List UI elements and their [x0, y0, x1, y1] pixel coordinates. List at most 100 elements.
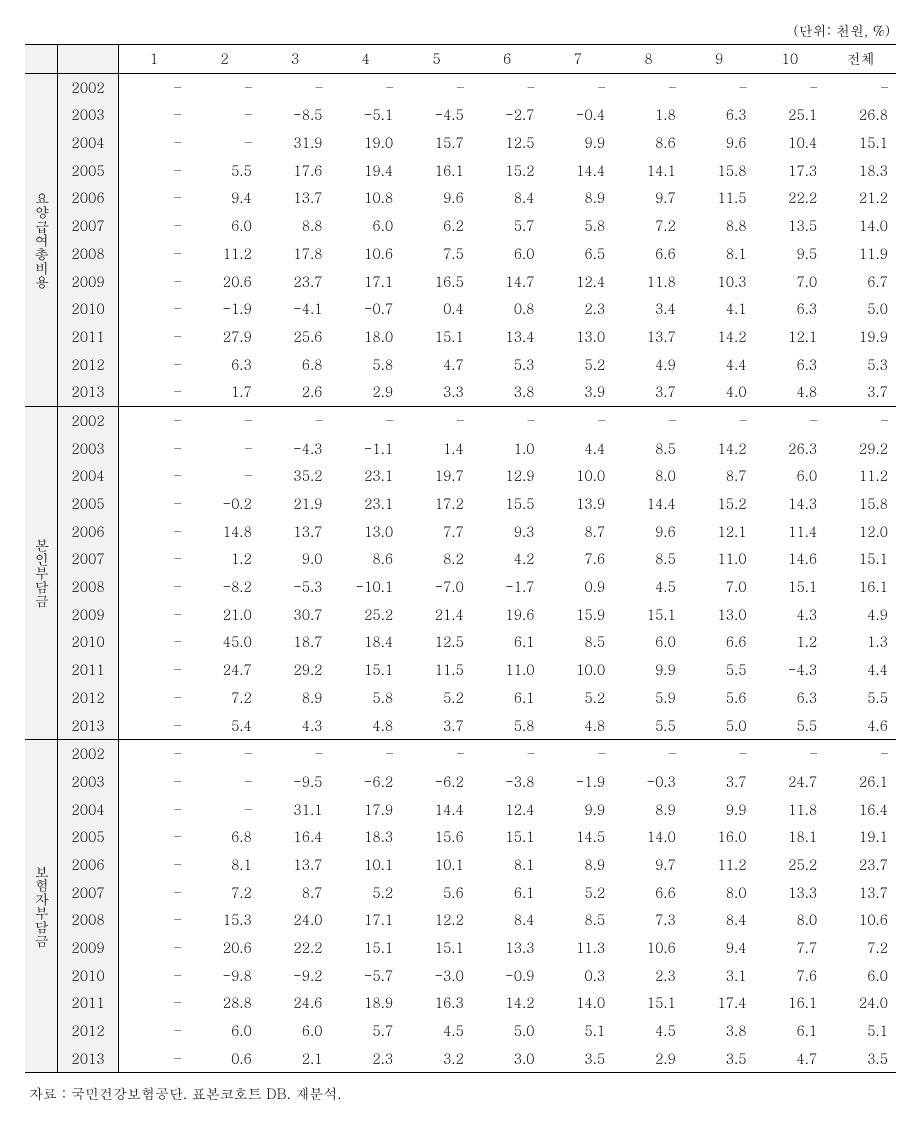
data-cell: 21.9	[260, 490, 331, 518]
data-cell: 7.7	[755, 934, 826, 962]
header-blank-year	[58, 45, 119, 74]
year-cell: 2002	[58, 73, 119, 101]
data-cell: –	[189, 768, 260, 796]
data-cell: 6.1	[472, 879, 543, 907]
data-cell: 10.6	[825, 906, 896, 934]
data-cell: 5.9	[613, 684, 684, 712]
table-row: 2005–6.816.418.315.615.114.514.016.018.1…	[25, 823, 896, 851]
data-cell: 4.3	[755, 601, 826, 629]
col-header: 전체	[825, 45, 896, 74]
data-cell: 2.9	[331, 378, 402, 406]
data-cell: 8.9	[543, 851, 614, 879]
data-cell: 12.1	[755, 323, 826, 351]
year-cell: 2006	[58, 184, 119, 212]
data-cell: 20.6	[189, 934, 260, 962]
data-cell: 18.1	[755, 823, 826, 851]
data-cell: 11.3	[543, 934, 614, 962]
data-cell: 8.0	[755, 906, 826, 934]
data-cell: 5.2	[543, 351, 614, 379]
data-cell: –	[331, 740, 402, 768]
data-cell: 8.7	[684, 462, 755, 490]
table-row: 2007–6.08.86.06.25.75.87.28.813.514.0	[25, 212, 896, 240]
data-cell: 8.9	[613, 796, 684, 824]
data-cell: 9.4	[189, 184, 260, 212]
table-row: 2010–45.018.718.412.56.18.56.06.61.21.3	[25, 628, 896, 656]
data-cell: 0.9	[543, 573, 614, 601]
data-cell: 4.0	[684, 378, 755, 406]
data-cell: 22.2	[755, 184, 826, 212]
data-cell: 13.3	[472, 934, 543, 962]
data-cell: -5.7	[331, 962, 402, 990]
data-cell: -0.7	[331, 295, 402, 323]
data-cell: 14.5	[543, 823, 614, 851]
data-cell: –	[189, 740, 260, 768]
data-cell: 1.2	[189, 545, 260, 573]
data-cell: 11.5	[401, 656, 472, 684]
data-cell: –	[119, 879, 190, 907]
data-cell: 8.7	[543, 518, 614, 546]
data-cell: 13.5	[755, 212, 826, 240]
data-cell: 8.5	[543, 906, 614, 934]
table-row: 2011–28.824.618.916.314.214.015.117.416.…	[25, 989, 896, 1017]
data-cell: 5.8	[331, 684, 402, 712]
data-cell: -6.2	[331, 768, 402, 796]
data-cell: 5.6	[684, 684, 755, 712]
data-cell: 6.0	[825, 962, 896, 990]
data-cell: 5.5	[613, 712, 684, 740]
year-cell: 2010	[58, 628, 119, 656]
data-cell: 4.8	[543, 712, 614, 740]
data-cell: 15.1	[613, 601, 684, 629]
data-cell: –	[119, 490, 190, 518]
data-cell: 24.7	[189, 656, 260, 684]
data-cell: –	[119, 268, 190, 296]
data-cell: 4.5	[401, 1017, 472, 1045]
table-row: 2006–9.413.710.89.68.48.99.711.522.221.2	[25, 184, 896, 212]
unit-label: (단위: 천원, %)	[25, 20, 896, 40]
data-cell: 8.1	[472, 851, 543, 879]
data-cell: –	[189, 406, 260, 434]
data-cell: 18.3	[825, 157, 896, 185]
data-cell: 5.1	[543, 1017, 614, 1045]
data-cell: 24.0	[825, 989, 896, 1017]
data-cell: -10.1	[331, 573, 402, 601]
data-cell: 7.2	[825, 934, 896, 962]
data-cell: –	[401, 406, 472, 434]
data-cell: 1.0	[472, 435, 543, 463]
data-cell: 1.7	[189, 378, 260, 406]
data-cell: –	[755, 73, 826, 101]
data-cell: 11.0	[472, 656, 543, 684]
data-cell: 11.4	[755, 518, 826, 546]
data-cell: 4.4	[825, 656, 896, 684]
data-cell: 20.6	[189, 268, 260, 296]
data-cell: 26.3	[755, 435, 826, 463]
data-cell: 15.6	[401, 823, 472, 851]
year-cell: 2003	[58, 768, 119, 796]
data-cell: 14.1	[613, 157, 684, 185]
data-cell: 7.3	[613, 906, 684, 934]
data-cell: 9.3	[472, 518, 543, 546]
data-cell: 5.7	[331, 1017, 402, 1045]
data-cell: 5.5	[189, 157, 260, 185]
data-cell: 9.7	[613, 184, 684, 212]
table-row: 본인부담금2002–––––––––––	[25, 406, 896, 434]
data-cell: –	[472, 73, 543, 101]
table-row: 2005–5.517.619.416.115.214.414.115.817.3…	[25, 157, 896, 185]
data-cell: 21.4	[401, 601, 472, 629]
data-cell: 14.4	[613, 490, 684, 518]
data-cell: 17.2	[401, 490, 472, 518]
year-cell: 2008	[58, 906, 119, 934]
table-row: 보험자부담금2002–––––––––––	[25, 740, 896, 768]
data-cell: 13.7	[260, 518, 331, 546]
data-cell: 6.0	[472, 240, 543, 268]
data-cell: 29.2	[260, 656, 331, 684]
data-cell: 6.0	[189, 212, 260, 240]
col-header: 10	[755, 45, 826, 74]
year-cell: 2013	[58, 378, 119, 406]
table-row: 2006–8.113.710.110.18.18.99.711.225.223.…	[25, 851, 896, 879]
data-cell: 4.4	[684, 351, 755, 379]
year-cell: 2005	[58, 490, 119, 518]
data-cell: 9.6	[613, 518, 684, 546]
data-cell: 15.2	[472, 157, 543, 185]
data-cell: 5.7	[472, 212, 543, 240]
data-cell: 8.0	[684, 879, 755, 907]
